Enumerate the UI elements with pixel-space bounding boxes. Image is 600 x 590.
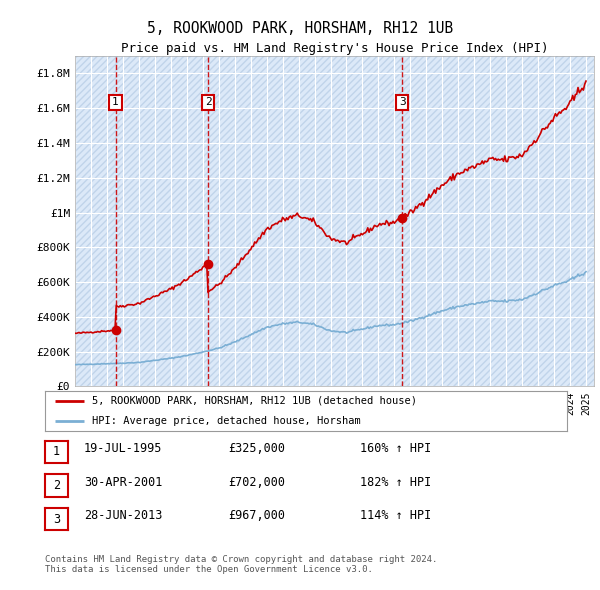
Text: 160% ↑ HPI: 160% ↑ HPI xyxy=(360,442,431,455)
Text: 114% ↑ HPI: 114% ↑ HPI xyxy=(360,509,431,522)
Text: £702,000: £702,000 xyxy=(228,476,285,489)
Text: 1: 1 xyxy=(112,97,119,107)
Text: 2: 2 xyxy=(53,479,60,492)
Text: 3: 3 xyxy=(399,97,406,107)
Text: HPI: Average price, detached house, Horsham: HPI: Average price, detached house, Hors… xyxy=(92,416,361,425)
Title: Price paid vs. HM Land Registry's House Price Index (HPI): Price paid vs. HM Land Registry's House … xyxy=(121,42,548,55)
Text: 30-APR-2001: 30-APR-2001 xyxy=(84,476,163,489)
Text: 1: 1 xyxy=(53,445,60,458)
Text: Contains HM Land Registry data © Crown copyright and database right 2024.: Contains HM Land Registry data © Crown c… xyxy=(45,555,437,563)
Text: 28-JUN-2013: 28-JUN-2013 xyxy=(84,509,163,522)
Text: This data is licensed under the Open Government Licence v3.0.: This data is licensed under the Open Gov… xyxy=(45,565,373,574)
Text: 19-JUL-1995: 19-JUL-1995 xyxy=(84,442,163,455)
Text: 3: 3 xyxy=(53,513,60,526)
Text: 5, ROOKWOOD PARK, HORSHAM, RH12 1UB (detached house): 5, ROOKWOOD PARK, HORSHAM, RH12 1UB (det… xyxy=(92,396,417,405)
Text: 5, ROOKWOOD PARK, HORSHAM, RH12 1UB: 5, ROOKWOOD PARK, HORSHAM, RH12 1UB xyxy=(147,21,453,35)
Text: 2: 2 xyxy=(205,97,211,107)
Text: £325,000: £325,000 xyxy=(228,442,285,455)
Text: £967,000: £967,000 xyxy=(228,509,285,522)
Text: 182% ↑ HPI: 182% ↑ HPI xyxy=(360,476,431,489)
